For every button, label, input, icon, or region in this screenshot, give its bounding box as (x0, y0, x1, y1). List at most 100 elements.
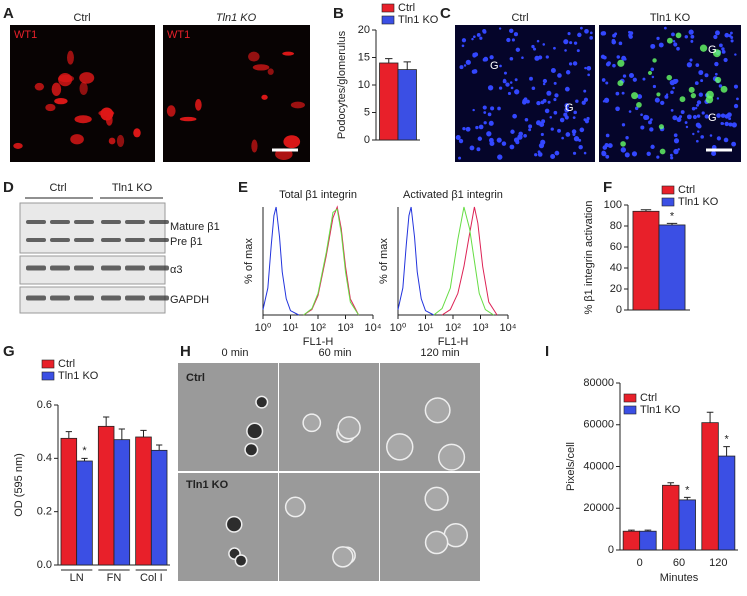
nucleus (654, 97, 660, 103)
band (26, 220, 46, 224)
nucleus (547, 100, 551, 104)
stain-label: WT1 (167, 29, 190, 41)
nucleus (603, 97, 610, 103)
nucleus (651, 75, 655, 79)
nucleus (690, 34, 695, 39)
nucleus (673, 138, 680, 144)
nucleus (572, 151, 577, 155)
nucleus (718, 84, 723, 88)
panel-label: C (440, 5, 451, 22)
nucleus (669, 153, 673, 157)
nucleus (690, 39, 694, 43)
nucleus (622, 74, 627, 78)
nucleus (589, 36, 593, 40)
legend-label: Ctrl (678, 184, 695, 196)
band (50, 265, 70, 271)
nucleus (704, 73, 709, 78)
nucleus (475, 125, 479, 130)
nucleus (461, 44, 465, 48)
cell (244, 442, 259, 457)
nucleus (714, 72, 718, 76)
bar (97, 425, 115, 566)
y-tick-label: 0 (616, 304, 622, 316)
nucleus (694, 106, 698, 110)
nucleus (572, 133, 576, 137)
nucleus (477, 136, 483, 141)
nucleus (677, 148, 680, 151)
nucleus (482, 28, 487, 34)
cell (45, 103, 56, 112)
nucleus (498, 27, 502, 30)
signal (617, 80, 624, 87)
band (74, 238, 94, 242)
band (125, 220, 145, 224)
bar (622, 530, 641, 551)
bar (379, 62, 399, 141)
nucleus (497, 154, 503, 160)
nucleus (505, 82, 510, 87)
error-bar (385, 58, 393, 63)
nucleus (672, 78, 678, 85)
band (74, 220, 94, 224)
error-bar (118, 428, 125, 440)
image (178, 363, 278, 471)
nucleus (695, 63, 700, 68)
nucleus (584, 28, 589, 34)
error-bar (403, 61, 411, 70)
significance: * (670, 210, 675, 222)
nucleus (458, 138, 464, 144)
nucleus (455, 134, 461, 140)
cell (267, 68, 274, 75)
nucleus (487, 85, 494, 91)
nucleus (672, 39, 676, 43)
nucleus (686, 62, 693, 68)
nucleus (634, 106, 639, 111)
nucleus (554, 150, 560, 156)
nucleus (469, 145, 475, 151)
nucleus (549, 116, 553, 119)
nucleus (509, 144, 515, 150)
cell (79, 81, 88, 96)
cell (248, 51, 260, 62)
nucleus (561, 136, 564, 140)
y-tick-label: 5 (364, 106, 370, 118)
cell (58, 72, 73, 87)
cell (234, 554, 248, 568)
x-axis-label: FL1-H (303, 336, 334, 348)
nucleus (670, 156, 674, 160)
nucleus (523, 97, 528, 102)
error-bar (628, 529, 635, 532)
nucleus (714, 61, 719, 67)
x-tick-label: 10³ (473, 322, 489, 334)
nucleus (483, 111, 487, 114)
cell (424, 397, 451, 424)
nucleus (724, 121, 729, 127)
nucleus (564, 49, 567, 52)
cell (386, 433, 414, 461)
nucleus (553, 46, 556, 50)
nucleus (487, 112, 492, 117)
cell (166, 105, 176, 117)
bar (717, 455, 736, 551)
nucleus (509, 81, 513, 84)
cell (116, 134, 125, 148)
nucleus (533, 47, 537, 51)
nucleus (564, 115, 569, 120)
legend-label: Tln1 KO (678, 196, 719, 208)
y-tick-label: 15 (358, 51, 370, 63)
band (125, 295, 145, 301)
nucleus (522, 100, 527, 105)
cell (261, 94, 268, 100)
x-tick-label: 10⁰ (390, 322, 407, 334)
column-label: Tln1 KO (216, 12, 257, 24)
nucleus (716, 97, 720, 100)
nucleus (672, 86, 675, 90)
nucleus (482, 105, 487, 110)
nucleus (724, 32, 730, 38)
nucleus (673, 148, 679, 155)
nucleus (632, 77, 637, 82)
nucleus (536, 100, 541, 106)
cell (54, 97, 68, 105)
signal (617, 59, 625, 67)
nucleus (650, 43, 656, 49)
